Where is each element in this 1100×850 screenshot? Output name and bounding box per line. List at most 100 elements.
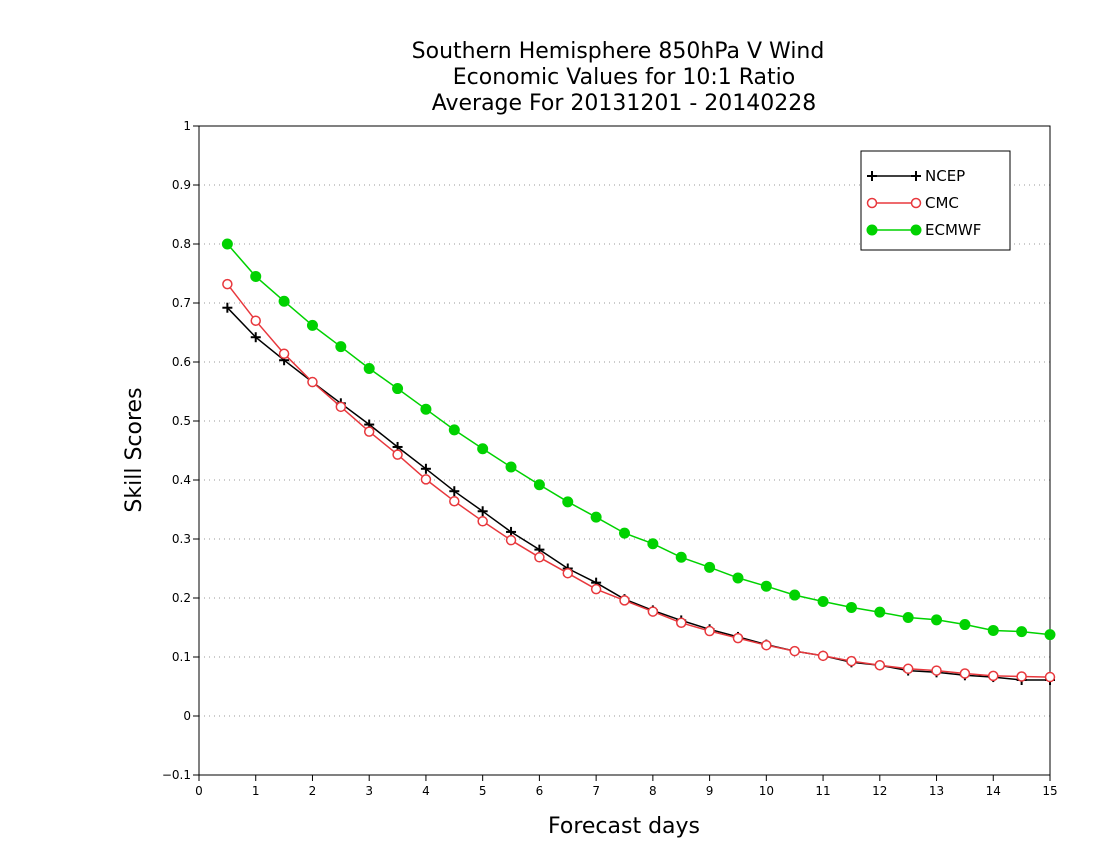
series-ecmwf-point [335,341,347,353]
series-ecmwf-point [817,596,829,608]
series-ecmwf-point [477,443,489,455]
series-ecmwf-point [619,527,630,539]
series-ncep-point [477,506,488,517]
series-ecmwf-point [420,403,432,415]
series-ecmwf-point [278,295,290,307]
series-cmc-point [222,278,233,290]
series-ecmwf-point [562,496,574,508]
x-tick-label: 6 [536,784,544,798]
y-tick-label: 0.7 [172,296,191,310]
series-cmc-point [449,495,460,507]
x-tick-label: 8 [649,784,657,798]
series-layer [221,238,1056,686]
series-ncep [222,302,1055,686]
legend-ecmwf-entry: ECMWF [866,221,981,239]
series-cmc-point [902,663,914,675]
series-ecmwf-point [590,511,602,523]
series-ecmwf-point [675,551,687,563]
series-cmc-point [959,668,971,679]
legend-ecmwf-label: ECMWF [925,221,981,239]
series-ecmwf-point [845,601,857,613]
series-ncep-line [226,307,1050,681]
legend-box [860,150,1011,251]
y-tick-label: −0.1 [162,768,191,782]
x-tick-label: 7 [592,784,600,798]
series-ecmwf-point [505,461,517,473]
legend-ncep-label: NCEP [925,167,965,185]
series-ncep-point [250,332,261,343]
series-cmc-point [1016,671,1027,682]
series-ecmwf-point [732,572,744,584]
legend: NCEP CMC ECMWF [860,150,1011,251]
x-tick-label: 13 [929,784,944,798]
y-tick-label: 0.5 [172,414,191,428]
x-axis-label: Forecast days [548,814,700,839]
series-cmc-point [534,552,545,563]
series-ecmwf-point [392,383,404,395]
series-ncep-point [420,463,431,474]
series-cmc [222,278,1056,683]
series-cmc-point [392,449,403,460]
legend-ecmwf-swatch-start-point [866,224,878,236]
series-cmc-point [590,583,602,595]
series-cmc-point [619,595,630,606]
series-ecmwf-point [647,538,659,550]
x-tick-label: 15 [1042,784,1057,798]
series-ecmwf-point [874,606,886,618]
legend-ncep-swatch-start-point [867,171,877,181]
series-cmc-point [335,401,347,413]
series-ecmwf-point [533,479,545,491]
series-cmc-point [1044,671,1056,683]
series-ecmwf-point [1016,626,1028,638]
series-cmc-point [420,474,432,485]
series-ncep-point [222,302,233,313]
series-cmc-point [988,670,999,682]
x-tick-label: 3 [365,784,373,798]
series-ecmwf-point [250,270,262,282]
legend-cmc-entry: CMC [866,194,959,212]
series-cmc-point [505,534,517,546]
series-ecmwf-point [363,362,375,374]
x-tick-label: 9 [706,784,714,798]
y-tick-label: 0.9 [172,178,191,192]
x-tick-label: 5 [479,784,487,798]
series-ecmwf-point [760,580,772,592]
series-cmc-point [817,650,829,662]
series-cmc-point [307,376,318,388]
series-ecmwf-point [221,238,233,250]
series-ecmwf-point [959,619,971,631]
grid-lines [199,184,1050,717]
series-cmc-point [647,606,659,617]
y-tick-label: 0 [183,709,191,723]
axis-ticks: −0.100.10.20.30.40.50.60.70.80.910 1 2 3 4 5 6… [162,119,1058,798]
y-tick-label: 0.3 [172,532,191,546]
series-ecmwf-point [902,611,914,623]
series-ecmwf-line [226,243,1051,636]
x-tick-label: 4 [422,784,430,798]
series-cmc-point [761,639,772,651]
x-tick-label: 1 [252,784,260,798]
series-cmc-point [931,665,942,676]
y-tick-label: 1 [183,119,191,133]
series-ncep-point [449,486,460,497]
series-ecmwf-point [931,614,943,626]
series-cmc-line [226,283,1051,678]
y-tick-label: 0.1 [172,650,191,664]
series-ecmwf [221,238,1056,641]
title-line-1: Southern Hemisphere 850hPa V Wind [412,39,825,64]
title-line-2: Economic Values for 10:1 Ratio [453,65,795,90]
chart-title: Southern Hemisphere 850hPa V Wind Econom… [412,39,825,116]
legend-ncep-swatch-end-point [911,171,921,181]
series-cmc-point [675,617,687,629]
legend-ncep-entry: NCEP [867,167,965,185]
series-ecmwf-point [987,624,999,636]
x-tick-label: 0 [195,784,203,798]
series-cmc-point [477,516,488,527]
series-cmc-point [704,625,715,637]
series-ecmwf-point [448,424,460,436]
y-tick-label: 0.6 [172,355,191,369]
series-ecmwf-point [789,589,801,601]
series-cmc-point [363,426,375,437]
x-tick-label: 11 [815,784,830,798]
